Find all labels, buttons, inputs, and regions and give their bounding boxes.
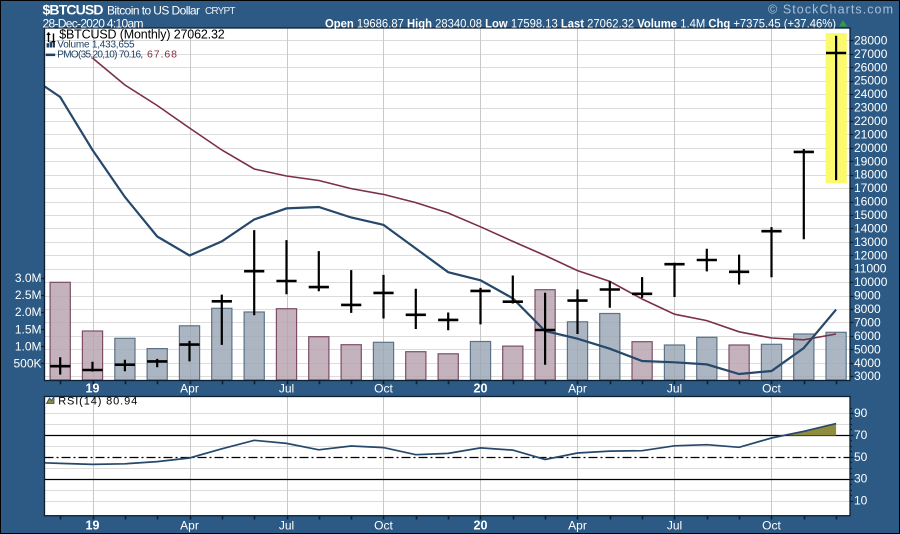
svg-text:Apr: Apr	[180, 519, 199, 533]
svg-text:1.5M: 1.5M	[15, 322, 42, 336]
svg-text:28000: 28000	[854, 33, 888, 47]
svg-text:30: 30	[854, 472, 868, 486]
svg-text:24000: 24000	[854, 87, 888, 101]
svg-text:19: 19	[86, 382, 100, 396]
svg-text:© StockCharts.com: © StockCharts.com	[768, 2, 893, 16]
svg-text:500K: 500K	[13, 356, 41, 370]
svg-text:10: 10	[854, 494, 868, 508]
svg-text:4000: 4000	[854, 356, 881, 370]
svg-text:90: 90	[854, 406, 868, 420]
svg-text:Oct: Oct	[374, 519, 393, 533]
svg-text:PMO(35,20,10) 70.16,: PMO(35,20,10) 70.16,	[57, 49, 143, 60]
svg-text:Apr: Apr	[568, 382, 587, 396]
svg-text:Jul: Jul	[279, 519, 294, 533]
svg-text:50: 50	[854, 450, 868, 464]
svg-text:Bitcoin to US Dollar: Bitcoin to US Dollar	[107, 4, 200, 18]
svg-text:67.68: 67.68	[147, 48, 177, 60]
svg-text:17000: 17000	[854, 181, 888, 195]
svg-text:Apr: Apr	[568, 519, 587, 533]
svg-text:20: 20	[474, 382, 488, 396]
svg-text:Apr: Apr	[180, 382, 199, 396]
svg-text:Oct: Oct	[762, 382, 781, 396]
svg-text:25000: 25000	[854, 74, 888, 88]
svg-text:28-Dec-2020 4:10am: 28-Dec-2020 4:10am	[43, 17, 144, 31]
svg-text:11000: 11000	[854, 262, 887, 276]
svg-text:18000: 18000	[854, 168, 888, 182]
svg-text:RSI(14) 80.94: RSI(14) 80.94	[58, 396, 137, 408]
svg-text:2.0M: 2.0M	[15, 305, 42, 319]
svg-text:12000: 12000	[854, 248, 888, 262]
svg-text:7000: 7000	[854, 316, 881, 330]
svg-text:Open 19686.87 High 28340.08 Lo: Open 19686.87 High 28340.08 Low 17598.13…	[325, 17, 836, 31]
svg-text:70: 70	[854, 428, 868, 442]
svg-text:23000: 23000	[854, 101, 888, 115]
svg-text:2.5M: 2.5M	[15, 288, 42, 302]
svg-text:5000: 5000	[854, 342, 881, 356]
svg-text:20: 20	[474, 519, 488, 533]
svg-text:Jul: Jul	[667, 519, 682, 533]
svg-text:15000: 15000	[854, 208, 888, 222]
svg-text:19000: 19000	[854, 154, 888, 168]
svg-text:26000: 26000	[854, 60, 888, 74]
svg-text:27000: 27000	[854, 47, 888, 61]
svg-text:20000: 20000	[854, 141, 888, 155]
svg-text:8000: 8000	[854, 302, 881, 316]
svg-text:Oct: Oct	[374, 382, 393, 396]
svg-text:Oct: Oct	[762, 519, 781, 533]
svg-text:Volume 1,433,655: Volume 1,433,655	[57, 40, 135, 51]
svg-text:9000: 9000	[854, 289, 881, 303]
svg-text:16000: 16000	[854, 195, 888, 209]
svg-text:21000: 21000	[854, 127, 888, 141]
svg-text:19: 19	[86, 519, 100, 533]
svg-text:14000: 14000	[854, 221, 888, 235]
svg-text:Jul: Jul	[279, 382, 294, 396]
svg-text:$BTCUSD (Monthly) 27062.32: $BTCUSD (Monthly) 27062.32	[59, 28, 225, 42]
svg-text:3.0M: 3.0M	[15, 271, 42, 285]
svg-text:$BTCUSD: $BTCUSD	[43, 2, 104, 18]
svg-text:Jul: Jul	[667, 382, 682, 396]
svg-text:CRYPT: CRYPT	[205, 6, 236, 17]
svg-text:13000: 13000	[854, 235, 888, 249]
svg-text:10000: 10000	[854, 275, 888, 289]
svg-text:3000: 3000	[854, 369, 881, 383]
svg-text:6000: 6000	[854, 329, 881, 343]
svg-text:22000: 22000	[854, 114, 888, 128]
svg-text:1.0M: 1.0M	[15, 339, 42, 353]
